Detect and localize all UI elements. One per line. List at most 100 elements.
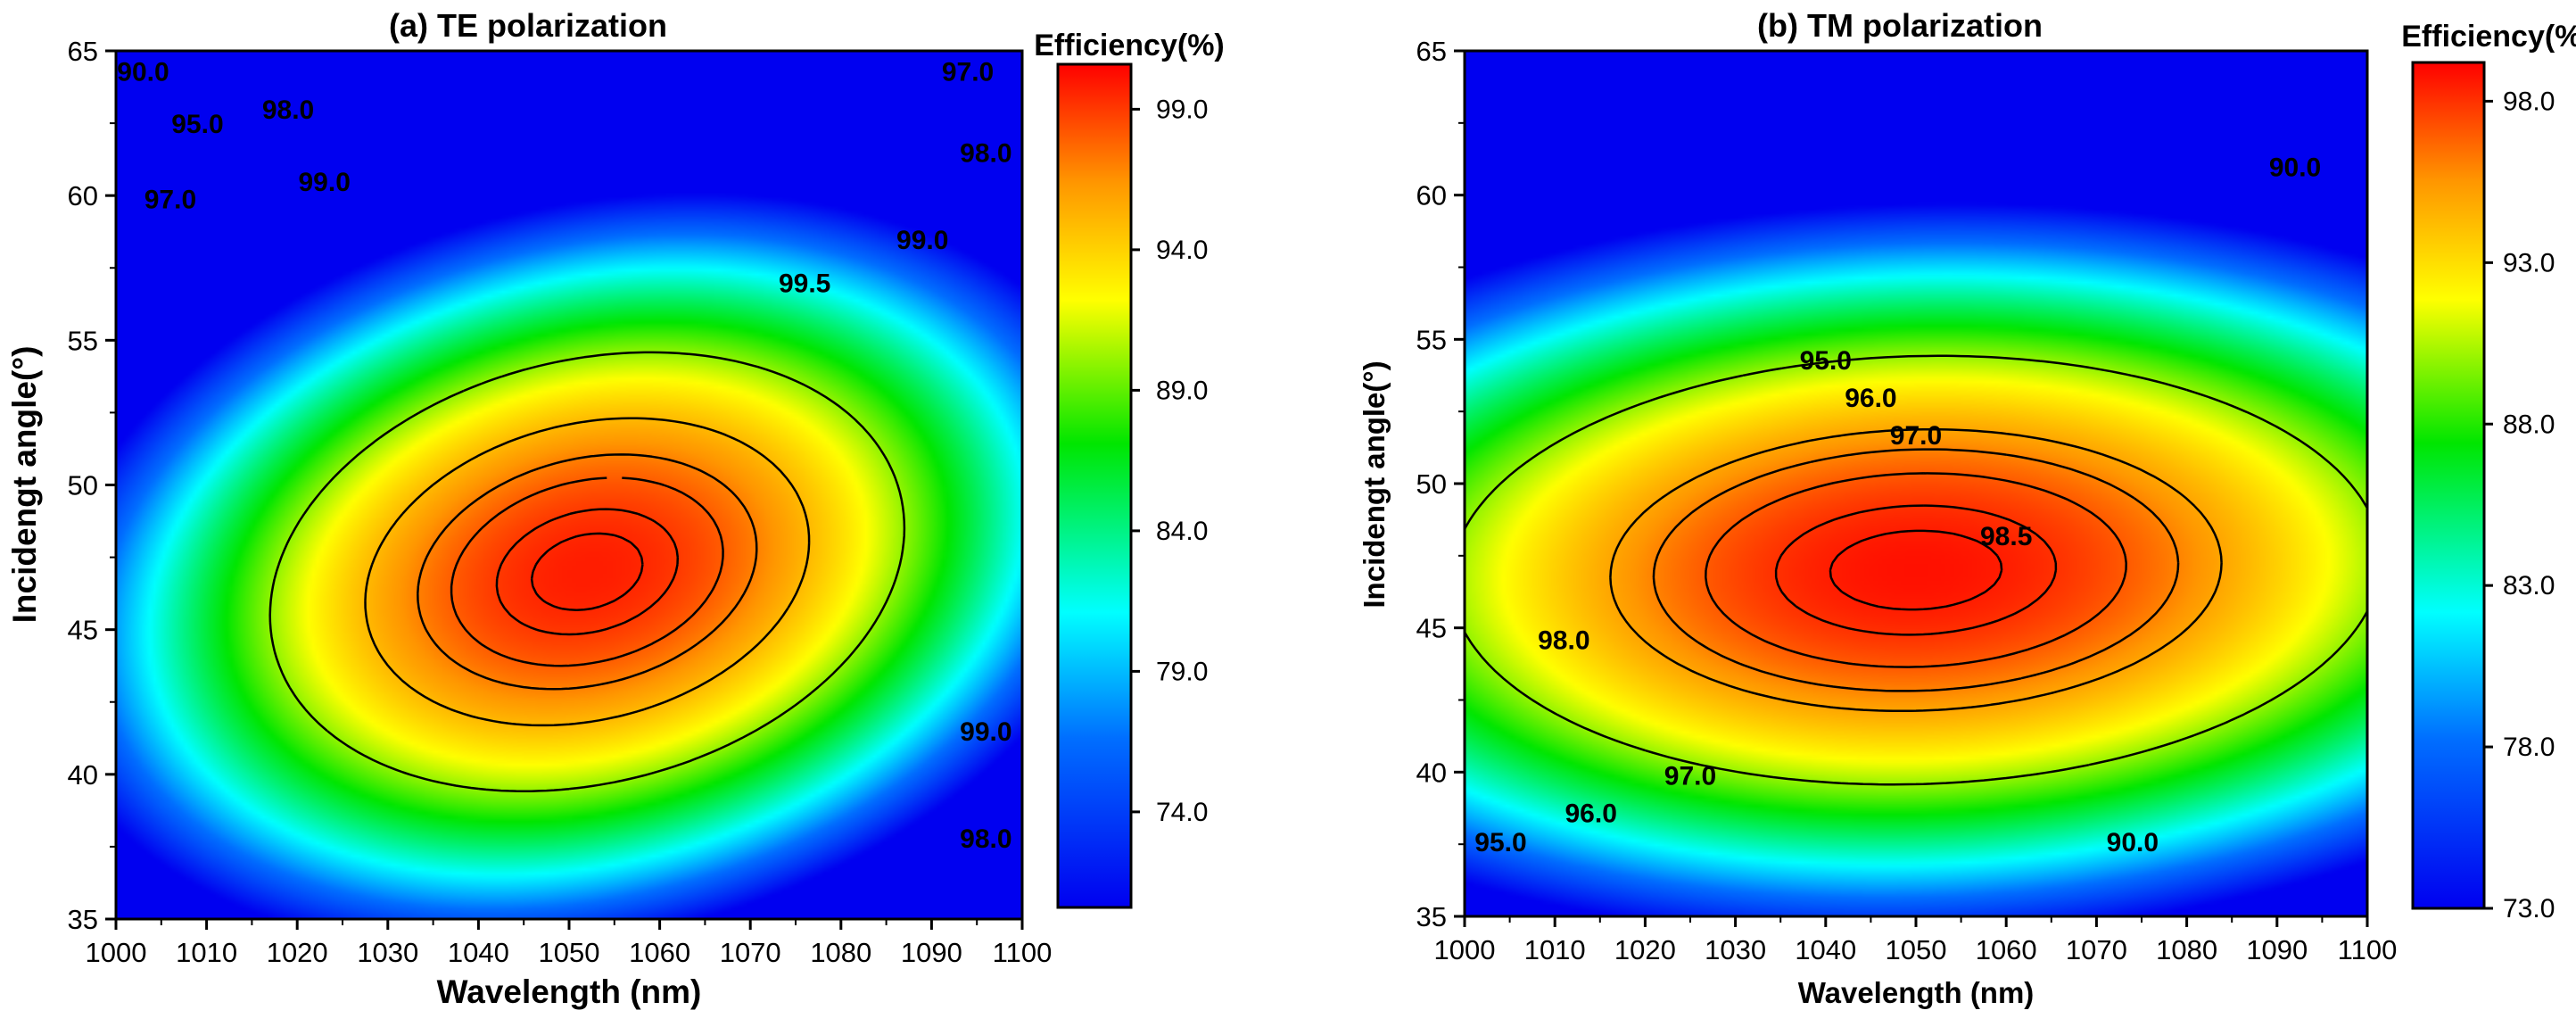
contour-line xyxy=(268,351,906,792)
x-tick-label: 1100 xyxy=(993,937,1053,968)
contour-line xyxy=(1774,504,2058,636)
contour-line xyxy=(450,476,724,667)
contour-label: 99.0 xyxy=(960,717,1011,747)
colorbar-gradient xyxy=(2411,61,2486,910)
contour-label: 90.0 xyxy=(2107,828,2159,857)
colorbar-tick-label: 78.0 xyxy=(2503,733,2555,762)
contour-label: 96.0 xyxy=(1565,799,1616,829)
heatmap-tm xyxy=(1465,51,2367,916)
x-tick-label: 1050 xyxy=(1886,934,1947,965)
contour-label: 95.0 xyxy=(1474,828,1526,857)
contour-lines-te xyxy=(268,351,906,792)
colorbar-title-te: Efficiency(%) xyxy=(1034,29,1225,62)
panel-te: (a) TE polarization 99.5 99.0 99.0 99.0 98.0… xyxy=(6,7,1225,1010)
contour-label: 98.0 xyxy=(960,139,1011,169)
contour-labels-te: 99.5 99.0 99.0 99.0 98.0 98.0 98.0 97.0 97.0 95.0… xyxy=(117,58,1011,854)
panel-tm: (b) TM polarization 98.5 98.0 97.0 97.0 96.0… xyxy=(1358,7,2576,1009)
xlabel-tm: Wavelength (nm) xyxy=(1798,976,2035,1009)
x-tick-label: 1090 xyxy=(901,937,962,968)
y-tick-label: 45 xyxy=(68,615,98,646)
x-tick-label: 1010 xyxy=(1524,934,1586,965)
y-tick-label: 60 xyxy=(68,180,98,211)
y-tick-label: 45 xyxy=(1416,613,1447,644)
x-tick-label: 1060 xyxy=(1976,934,2037,965)
x-tick-label: 1060 xyxy=(629,937,690,968)
contour-line xyxy=(1609,427,2223,713)
colorbar-tick-label: 74.0 xyxy=(1156,798,1208,827)
contour-label: 99.0 xyxy=(298,168,350,197)
contour-lines-tm xyxy=(1463,354,2369,786)
x-tick-label: 1090 xyxy=(2246,934,2308,965)
colorbar-tick-label: 89.0 xyxy=(1156,376,1208,405)
y-tick-label: 65 xyxy=(1416,36,1447,67)
contour-label: 98.0 xyxy=(1538,626,1589,656)
x-tick-label: 1100 xyxy=(2338,934,2398,965)
y-tick-label: 55 xyxy=(1416,324,1447,355)
x-ticks-tm: 1000 1010 1020 1030 1040 1050 1060 1070 1080 1090… xyxy=(1434,916,2398,965)
contour-label: 97.0 xyxy=(942,58,994,87)
x-tick-label: 1030 xyxy=(357,937,418,968)
contour-line xyxy=(1652,448,2180,692)
contour-line xyxy=(495,508,680,636)
x-tick-label: 1070 xyxy=(720,937,781,968)
contour-label: 95.0 xyxy=(171,110,223,139)
x-tick-label: 1050 xyxy=(539,937,600,968)
y-tick-label: 65 xyxy=(68,36,98,67)
x-tick-label: 1040 xyxy=(1795,934,1856,965)
contour-line xyxy=(1463,354,2369,786)
colorbar-gradient xyxy=(1056,62,1133,909)
contour-label: 90.0 xyxy=(2269,153,2321,182)
contour-label: 97.0 xyxy=(144,185,196,214)
x-tick-label: 1030 xyxy=(1705,934,1766,965)
x-tick-label: 1020 xyxy=(1614,934,1676,965)
contour-label: 97.0 xyxy=(1890,421,1942,451)
x-tick-label: 1000 xyxy=(1434,934,1496,965)
contour-label: 98.0 xyxy=(262,95,314,125)
x-tick-label: 1020 xyxy=(267,937,328,968)
contour-label: 90.0 xyxy=(117,58,169,87)
y-ticks-te: 35 40 45 50 55 60 65 xyxy=(68,36,116,935)
xlabel-te: Wavelength (nm) xyxy=(437,973,702,1010)
title-tm: (b) TM polarization xyxy=(1757,7,2043,44)
colorbar-tick-label: 99.0 xyxy=(1156,95,1208,124)
contour-line xyxy=(1705,472,2127,668)
x-tick-label: 1080 xyxy=(810,937,871,968)
x-tick-label: 1000 xyxy=(86,937,147,968)
y-ticks-tm: 35 40 45 50 55 60 65 xyxy=(1416,36,1465,932)
contour-label: 99.0 xyxy=(896,226,948,255)
ylabel-tm: Incidengt angle(°) xyxy=(1358,360,1391,608)
x-tick-label: 1080 xyxy=(2156,934,2217,965)
y-tick-label: 50 xyxy=(68,470,98,501)
colorbar-tick-label: 93.0 xyxy=(2503,248,2555,277)
y-tick-label: 35 xyxy=(1416,901,1447,932)
y-tick-label: 35 xyxy=(68,904,98,935)
colorbar-tick-label: 84.0 xyxy=(1156,517,1208,546)
y-tick-label: 60 xyxy=(1416,180,1447,211)
colorbar-tick-label: 88.0 xyxy=(2503,410,2555,439)
colorbar-tick-label: 94.0 xyxy=(1156,236,1208,265)
x-ticks-te: 1000 1010 1020 1030 1040 1050 1060 1070 1080 1090… xyxy=(86,919,1053,968)
y-tick-label: 55 xyxy=(68,325,98,356)
colorbar-tick-label: 73.0 xyxy=(2503,894,2555,923)
heatmap-image-te xyxy=(116,51,1022,919)
contour-label: 98.0 xyxy=(960,824,1011,854)
y-tick-label: 40 xyxy=(1416,757,1447,788)
x-tick-label: 1070 xyxy=(2066,934,2127,965)
contour-label: 96.0 xyxy=(1845,384,1896,413)
x-tick-label: 1010 xyxy=(176,937,237,968)
contour-label: 98.5 xyxy=(1980,522,2032,551)
contour-label: 97.0 xyxy=(1664,762,1716,791)
colorbar-tick-label: 98.0 xyxy=(2503,87,2555,116)
contour-line xyxy=(364,417,811,727)
colorbar-tick-label: 83.0 xyxy=(2503,571,2555,600)
contour-label: 99.5 xyxy=(779,269,830,298)
colorbar-title-tm: Efficiency(%) xyxy=(2401,20,2576,54)
colorbar-tick-label: 79.0 xyxy=(1156,657,1208,686)
heatmap-te xyxy=(116,51,1022,919)
y-tick-label: 40 xyxy=(68,759,98,791)
x-tick-label: 1040 xyxy=(448,937,509,968)
contour-labels-tm: 98.5 98.0 97.0 97.0 96.0 96.0 95.0 95.0 90.0 90.0 xyxy=(1474,153,2321,857)
contour-line xyxy=(530,532,644,611)
heatmap-image-tm xyxy=(1465,51,2367,916)
ylabel-te: Incidengt angle(°) xyxy=(6,346,43,624)
